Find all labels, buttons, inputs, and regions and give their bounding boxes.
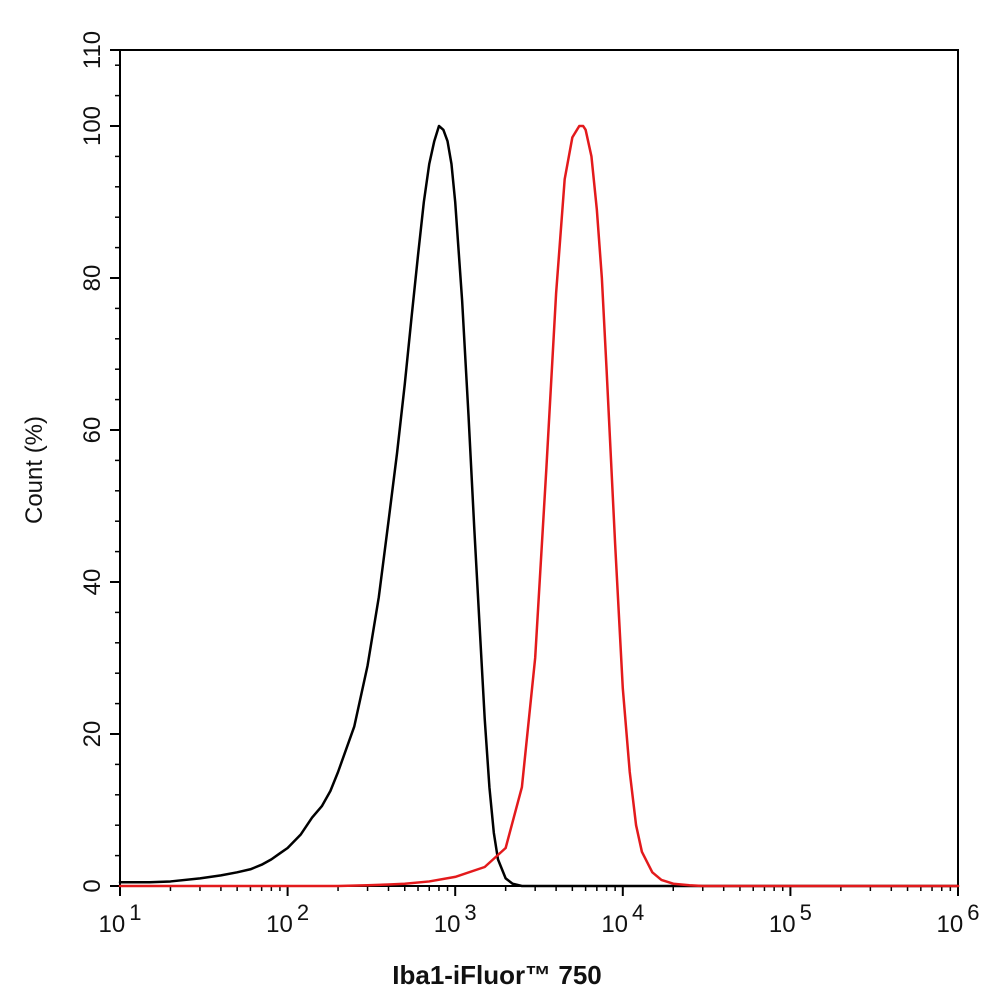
y-tick-label: 40 bbox=[79, 569, 106, 596]
y-tick-label: 80 bbox=[79, 265, 106, 292]
y-tick-label: 0 bbox=[79, 879, 106, 892]
x-tick-label: 10 2 bbox=[266, 900, 309, 938]
y-tick-label: 100 bbox=[79, 106, 106, 146]
y-tick-label: 110 bbox=[79, 31, 106, 69]
series-line-1 bbox=[118, 124, 960, 888]
x-tick-label: 10 6 bbox=[937, 900, 980, 938]
y-axis-title: Count (%) bbox=[21, 416, 48, 524]
series-layer bbox=[118, 124, 960, 888]
y-tick-label: 20 bbox=[79, 721, 106, 748]
x-tick-label: 10 5 bbox=[769, 900, 812, 938]
minor-ticks bbox=[115, 64, 952, 891]
x-axis-ticks: 10 1 10 2 10 3 10 4 10 5 10 6 bbox=[99, 886, 980, 938]
x-tick-label: 10 4 bbox=[601, 900, 644, 938]
y-axis-ticks: 0 20 40 60 80 100 110 bbox=[79, 31, 120, 893]
series-line-2 bbox=[118, 124, 960, 888]
x-tick-label: 10 3 bbox=[434, 900, 477, 938]
x-tick-label: 10 1 bbox=[99, 900, 142, 938]
x-axis-title: Iba1-iFluor™ 750 bbox=[392, 960, 602, 990]
y-tick-label: 60 bbox=[79, 417, 106, 444]
plot-frame bbox=[119, 49, 959, 887]
